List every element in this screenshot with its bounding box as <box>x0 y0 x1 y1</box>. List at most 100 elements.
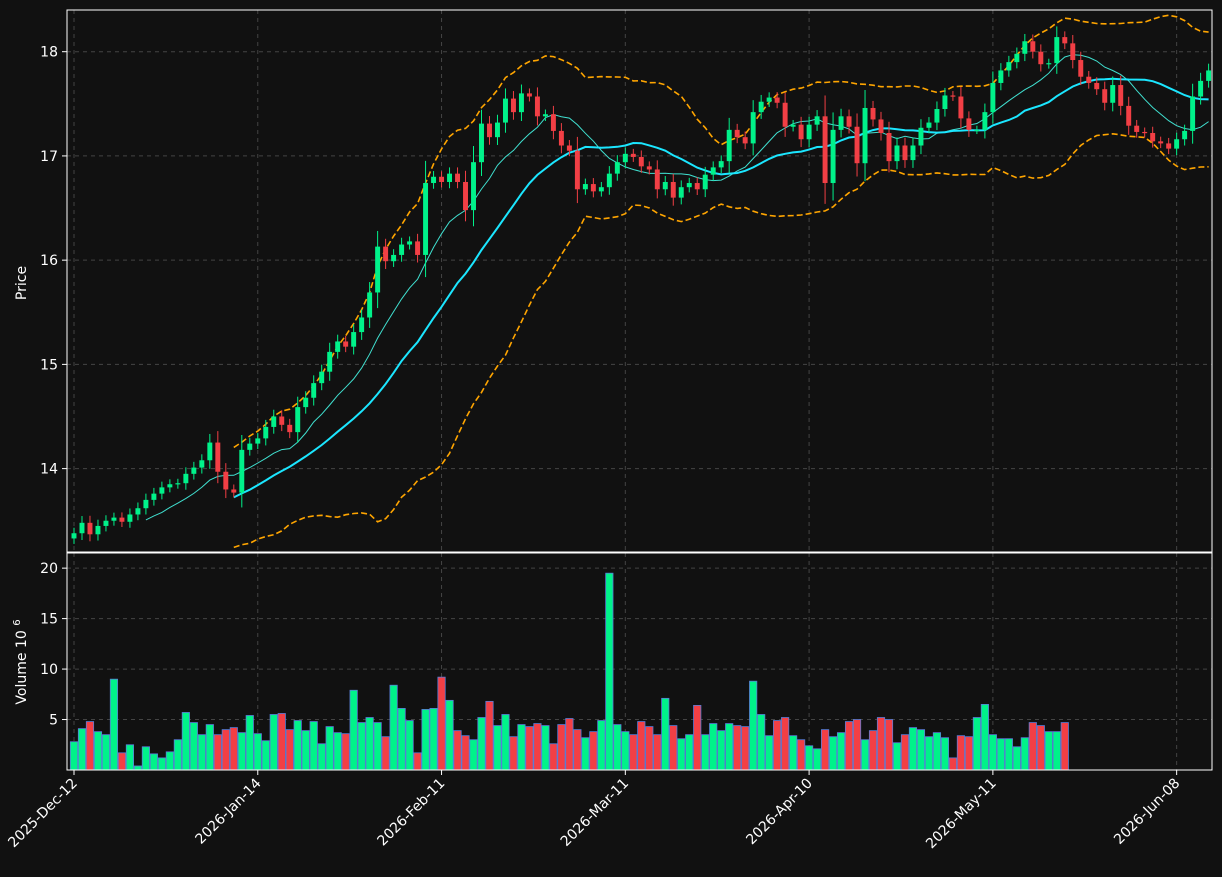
candle-body <box>207 442 213 461</box>
candle-body <box>1006 62 1012 71</box>
volume-bar <box>549 743 558 771</box>
candle-body <box>590 184 596 192</box>
candle-body <box>550 114 556 131</box>
volume-bar <box>1020 737 1029 771</box>
volume-bar <box>213 734 222 771</box>
candle-body <box>990 82 996 113</box>
volume-bar <box>357 722 366 771</box>
price-axis-label: Price <box>14 266 30 300</box>
volume-bar <box>908 727 918 771</box>
candles <box>71 26 1212 544</box>
volume-bar <box>533 723 542 771</box>
volume-bar <box>413 752 422 771</box>
price-tick-label: 18 <box>40 45 58 61</box>
candle-body <box>1062 37 1068 44</box>
candle-body <box>686 183 692 188</box>
candle-body <box>471 162 476 211</box>
volume-bar <box>277 713 286 771</box>
candle-body <box>654 169 660 190</box>
volume-bar <box>237 732 246 771</box>
candle-body <box>678 187 684 198</box>
price-tick-label: 15 <box>40 357 58 373</box>
candle-body <box>742 137 748 144</box>
candle-body <box>407 241 413 245</box>
volume-bar <box>269 714 278 771</box>
candle-body <box>367 292 373 318</box>
candle-body <box>1182 130 1188 140</box>
candle-body <box>159 487 165 494</box>
volume-bar <box>317 743 326 771</box>
volume-bar <box>892 742 902 771</box>
candle-body <box>1086 76 1092 83</box>
candle-body <box>646 166 652 170</box>
volume-bar <box>229 727 238 771</box>
candle-body <box>495 122 500 138</box>
candle-body <box>790 124 796 127</box>
candle-body <box>1134 125 1140 132</box>
candle-body <box>151 493 157 500</box>
candle-body <box>878 119 884 133</box>
volume-bar <box>1028 722 1037 771</box>
volume-bar <box>693 705 702 771</box>
candle-body <box>598 187 604 192</box>
candle-body <box>870 107 876 120</box>
volume-bar <box>501 714 510 771</box>
volume-bar <box>381 736 390 771</box>
candle-body <box>958 96 964 119</box>
volume-bar <box>181 712 190 771</box>
volume-bar <box>69 741 79 771</box>
volume-bar <box>309 721 318 771</box>
upper-band-line <box>233 14 1209 449</box>
volume-bar <box>389 684 398 771</box>
volume-bar <box>573 729 582 771</box>
volume-bar <box>701 734 710 771</box>
candle-body <box>111 517 117 521</box>
volume-bar <box>109 678 119 771</box>
volume-bar <box>852 719 862 771</box>
bollinger-bands <box>233 14 1209 549</box>
volume-bar <box>477 717 486 771</box>
candle-body <box>247 443 253 450</box>
candle-body <box>167 484 173 488</box>
volume-bar <box>868 730 878 771</box>
volume-bar <box>629 734 638 771</box>
volume-tick-label: 10 <box>40 662 58 678</box>
volume-axis-label: Volume 10 6 <box>12 619 30 704</box>
candle-body <box>1118 85 1124 106</box>
volume-bar <box>173 739 182 771</box>
volume-bar <box>261 740 270 771</box>
candle-body <box>399 244 405 255</box>
volume-bar <box>133 765 142 771</box>
candle-body <box>710 167 716 175</box>
candle-body <box>910 145 916 161</box>
candle-body <box>1054 37 1060 64</box>
volume-bar <box>637 721 646 771</box>
candle-body <box>606 173 612 188</box>
candle-body <box>886 132 892 162</box>
volume-bar <box>789 735 798 771</box>
volume-bar <box>1036 725 1045 771</box>
candle-body <box>534 96 540 117</box>
candle-body <box>974 129 980 132</box>
volume-bar <box>1044 731 1053 771</box>
candle-body <box>1126 105 1132 126</box>
volume-bar <box>117 752 127 771</box>
volume-bar <box>884 719 894 771</box>
volume-bar <box>189 722 198 771</box>
volume-bar <box>964 736 973 771</box>
volume-bar <box>645 726 654 771</box>
volume-tick-label: 5 <box>49 713 58 729</box>
candle-body <box>1158 141 1164 144</box>
candle-body <box>1110 85 1116 103</box>
volume-bar <box>733 725 742 771</box>
candle-body <box>1022 41 1028 54</box>
volume-bar <box>956 735 965 771</box>
moving-averages <box>145 54 1209 521</box>
volume-grid <box>67 553 1212 770</box>
candle-body <box>894 145 900 162</box>
volume-bar <box>141 746 150 771</box>
candle-body <box>263 426 269 439</box>
volume-bar <box>525 726 534 771</box>
candle-body <box>798 124 804 140</box>
